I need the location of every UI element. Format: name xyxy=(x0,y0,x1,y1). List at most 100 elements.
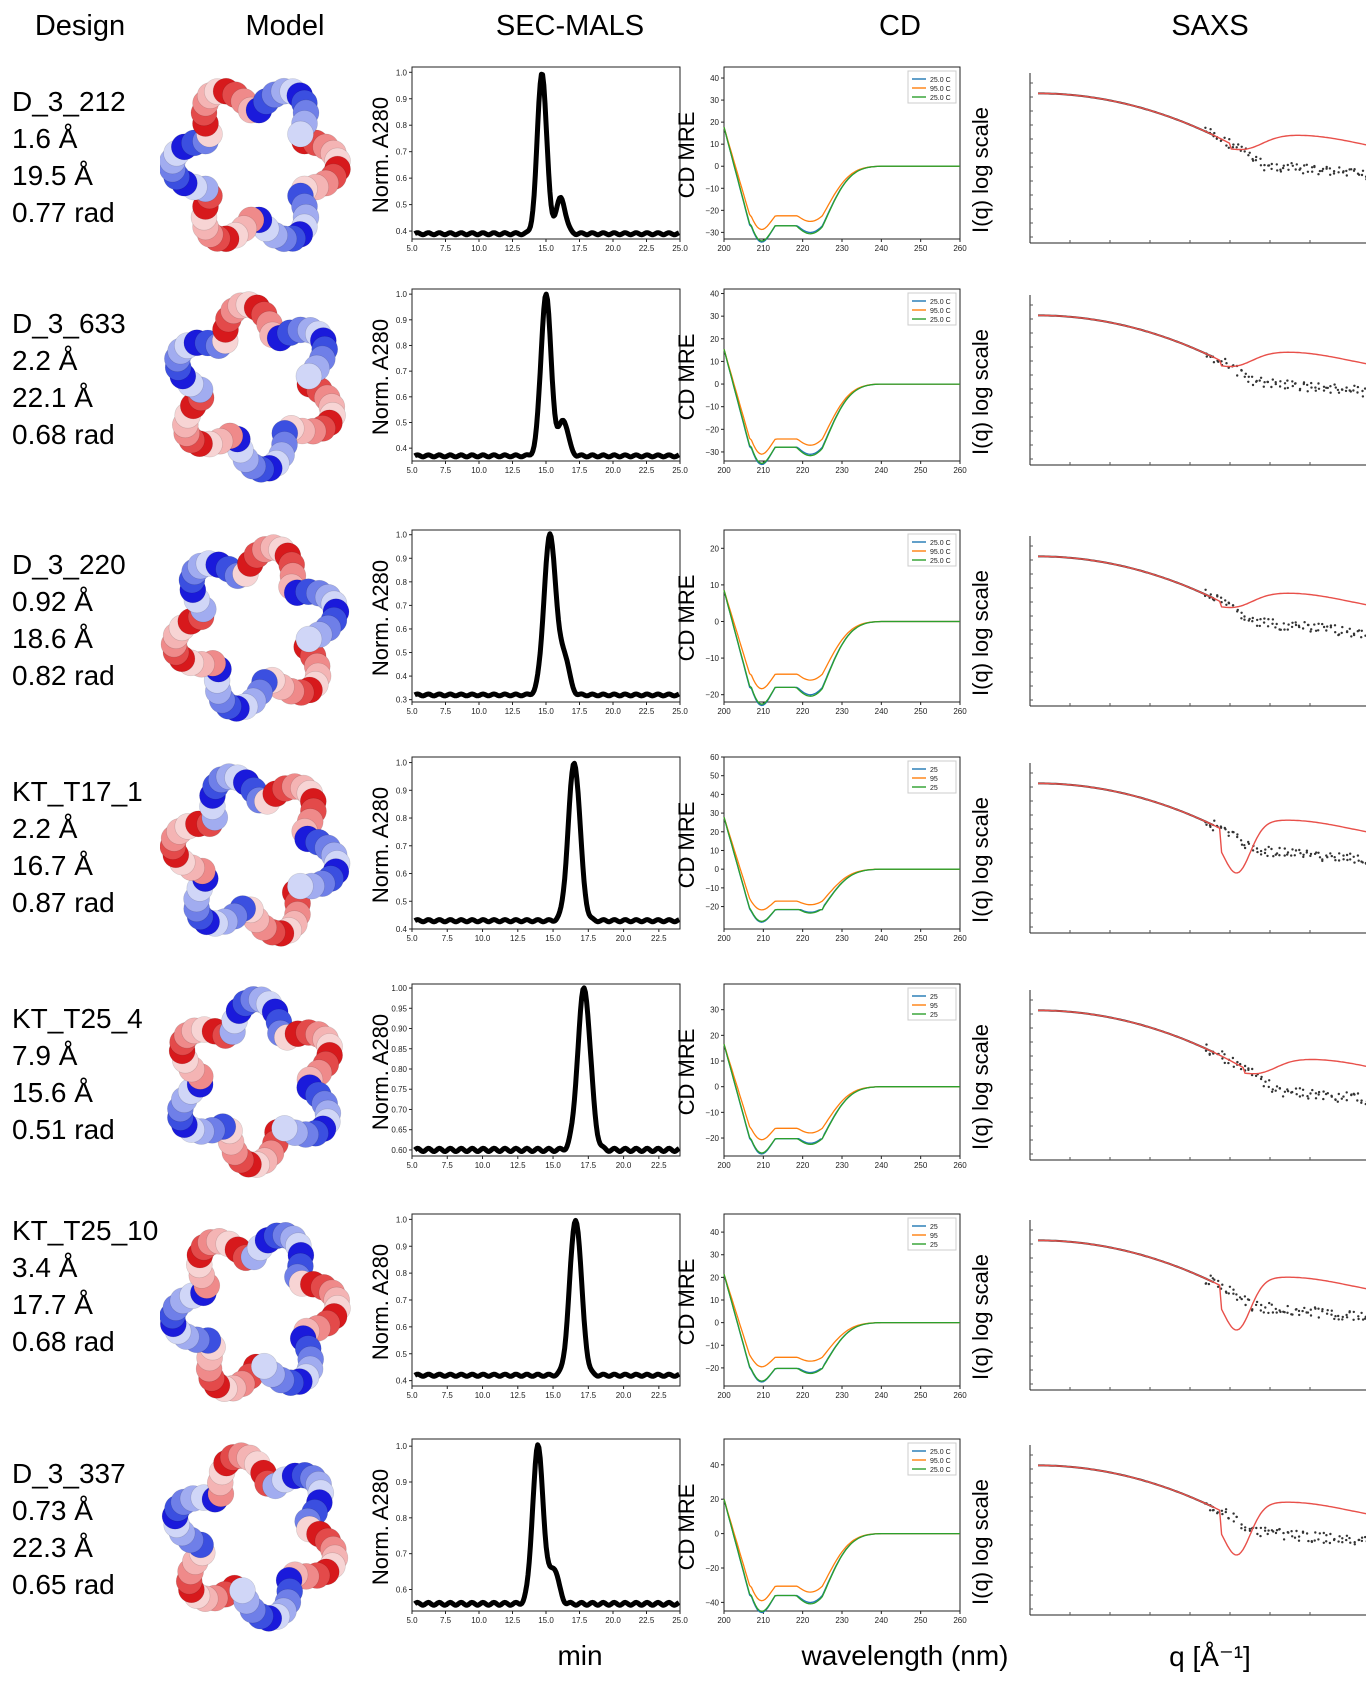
saxs-point xyxy=(1217,360,1220,363)
cd-ytick: −20 xyxy=(705,903,719,912)
saxs-point xyxy=(1353,168,1356,171)
cd-ytick: 0 xyxy=(715,1319,720,1328)
design-row: KT_T17_1 2.2 Å 16.7 Å 0.87 rad 5.0 7.5 10.0 12.… xyxy=(0,753,1366,955)
saxs-point xyxy=(1306,1095,1309,1098)
saxs-point xyxy=(1282,1538,1286,1541)
saxs-point xyxy=(1334,1315,1337,1318)
sec-xtick: 17.5 xyxy=(572,466,588,475)
sec-ytick: 0.6 xyxy=(396,870,408,879)
saxs-point xyxy=(1227,834,1230,837)
cd-ytick: 10 xyxy=(710,140,719,149)
cd-xtick: 220 xyxy=(796,466,810,475)
cd-legend-entry: 25.0 C xyxy=(930,95,951,102)
cd-series-25 xyxy=(723,127,960,243)
design-radius: 22.3 Å xyxy=(12,1532,93,1563)
footer-secmals: min xyxy=(557,1640,603,1671)
saxs-point xyxy=(1267,1311,1270,1315)
cd-ytick: −10 xyxy=(705,1341,719,1350)
design-label: D_3_220 0.92 Å 18.6 Å 0.82 rad xyxy=(12,546,126,694)
saxs-point xyxy=(1325,1540,1328,1543)
cd-xtick: 240 xyxy=(875,934,889,943)
saxs-point xyxy=(1250,1309,1254,1312)
sec-ytick: 0.4 xyxy=(396,672,408,681)
cd-xtick: 220 xyxy=(796,1616,810,1625)
sec-ytick: 0.8 xyxy=(396,1269,408,1278)
saxs-point xyxy=(1348,1311,1351,1314)
cd-legend-entry: 25.0 C xyxy=(930,558,951,565)
saxs-point xyxy=(1291,1535,1294,1538)
design-rmsd: 0.73 Å xyxy=(12,1495,93,1526)
design-radius: 15.6 Å xyxy=(12,1077,93,1108)
saxs-point xyxy=(1228,1285,1232,1288)
saxs-point xyxy=(1236,1060,1239,1064)
sec-ytick: 1.0 xyxy=(396,68,408,77)
cd-ytick: 0 xyxy=(715,380,720,389)
saxs-point xyxy=(1291,621,1294,624)
saxs-fit xyxy=(1038,92,1366,151)
saxs-point xyxy=(1322,625,1326,629)
saxs-point xyxy=(1221,1283,1224,1286)
saxs-point xyxy=(1283,854,1286,857)
sec-ytick: 0.9 xyxy=(396,1478,408,1487)
cd-ytick: 40 xyxy=(710,74,719,83)
sec-xtick: 12.5 xyxy=(510,934,526,943)
saxs-point xyxy=(1248,1529,1252,1532)
saxs-point xyxy=(1321,167,1325,171)
cd-chart: 200 210 220 230 240 250 260 40 30 20 10 0 −10 −20 CD M… xyxy=(674,1213,967,1400)
saxs-point xyxy=(1345,386,1348,389)
sec-xtick: 25.0 xyxy=(672,707,688,716)
saxs-point xyxy=(1295,1308,1298,1311)
saxs-point xyxy=(1345,1099,1348,1102)
cd-ytick: 20 xyxy=(710,1031,719,1040)
saxs-point xyxy=(1333,624,1337,627)
sec-xtick: 5.0 xyxy=(406,707,418,716)
saxs-point xyxy=(1338,852,1341,855)
saxs-point xyxy=(1278,1087,1281,1090)
sec-ytick: 0.6 xyxy=(396,174,408,183)
sec-xtick: 12.5 xyxy=(505,707,521,716)
saxs-point xyxy=(1232,1065,1235,1068)
saxs-point xyxy=(1266,1532,1269,1536)
sec-xtick: 20.0 xyxy=(605,244,621,253)
cd-xtick: 200 xyxy=(717,707,731,716)
saxs-point xyxy=(1299,852,1302,855)
cd-series-25b xyxy=(723,1499,960,1613)
saxs-point xyxy=(1318,856,1322,859)
saxs-point xyxy=(1211,829,1215,832)
saxs-point xyxy=(1256,618,1259,622)
saxs-point xyxy=(1317,1093,1320,1096)
saxs-point xyxy=(1235,146,1238,149)
saxs-point xyxy=(1314,389,1317,392)
sec-ytick: 0.9 xyxy=(396,95,408,104)
saxs-point xyxy=(1298,1087,1302,1090)
saxs-point xyxy=(1239,149,1242,152)
protein-model-image xyxy=(167,986,343,1178)
saxs-point xyxy=(1313,623,1316,626)
saxs-point xyxy=(1270,162,1273,166)
saxs-point xyxy=(1305,849,1309,852)
design-name: KT_T25_10 xyxy=(12,1215,159,1246)
sec-ytick: 0.7 xyxy=(396,367,408,376)
saxs-point xyxy=(1322,1541,1325,1544)
saxs-point xyxy=(1262,385,1265,388)
saxs-point xyxy=(1266,380,1269,384)
saxs-point xyxy=(1330,1309,1333,1312)
design-label: KT_T17_1 2.2 Å 16.7 Å 0.87 rad xyxy=(12,773,143,921)
sec-xtick: 17.5 xyxy=(581,1161,597,1170)
sec-xtick: 10.0 xyxy=(471,707,487,716)
saxs-point xyxy=(1259,157,1262,160)
saxs-point xyxy=(1239,839,1243,842)
saxs-point xyxy=(1264,1526,1267,1529)
saxs-point xyxy=(1298,168,1301,171)
saxs-point xyxy=(1243,150,1246,153)
cd-ylabel: CD MRE xyxy=(674,1259,699,1346)
secmals-chart: 5.0 7.5 10.0 12.5 15.0 17.5 20.0 22.5 0.4 0.5 0.6 0… xyxy=(368,1213,681,1400)
cd-xtick: 230 xyxy=(835,934,849,943)
protein-model-image xyxy=(161,1442,349,1632)
saxs-point xyxy=(1356,854,1360,857)
saxs-point xyxy=(1321,1308,1324,1311)
saxs-point xyxy=(1208,1052,1211,1055)
cd-xtick: 250 xyxy=(914,1161,928,1170)
sec-ytick: 0.9 xyxy=(396,1242,408,1251)
saxs-point xyxy=(1356,1092,1360,1095)
